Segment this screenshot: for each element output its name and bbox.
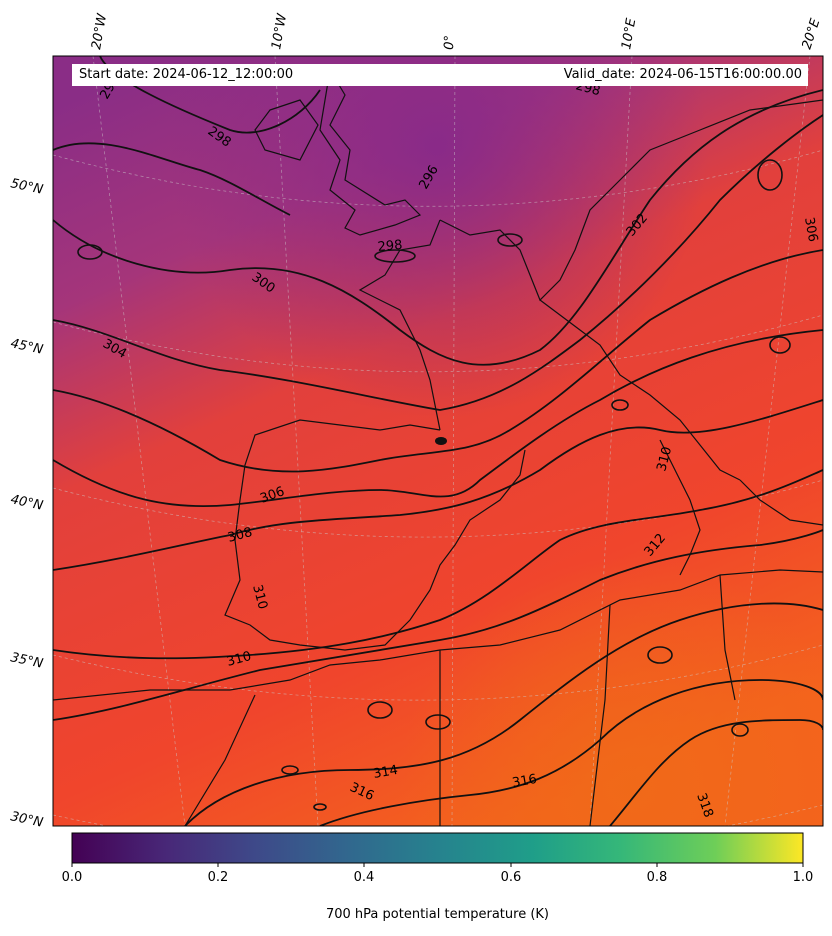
map-frame	[52, 55, 824, 827]
colorbar-ticks	[71, 863, 804, 867]
lat-label-40n: 40°N	[9, 492, 44, 514]
valid-date-label: Valid_date: 2024-06-15T16:00:00.00	[502, 64, 808, 86]
lon-label-20w: 20°W	[89, 12, 110, 51]
latitude-labels: 50°N 45°N 40°N 35°N 30°N	[9, 176, 44, 831]
contour-dot	[435, 437, 447, 445]
contour-label-310-c: 310	[654, 445, 675, 473]
colorbar-tick-label: 0.6	[500, 870, 522, 885]
lat-label-35n: 35°N	[9, 650, 44, 672]
start-date-label: Start date: 2024-06-12_12:00:00	[72, 64, 509, 86]
isentrope-contours	[53, 56, 823, 826]
colorbar-tick-label: 0.8	[646, 870, 668, 885]
longitude-labels: 20°W 10°W 0° 10°E 20°E	[89, 12, 824, 52]
contour-label-310-b: 310	[225, 649, 253, 670]
contour-label-316-b: 316	[511, 772, 538, 791]
colorbar-tick-label: 1.0	[792, 870, 814, 885]
colorbar-label: 700 hPa potential temperature (K)	[325, 907, 549, 922]
lon-label-20e: 20°E	[800, 16, 824, 51]
contour-blobs	[77, 159, 791, 811]
lon-label-10e: 10°E	[619, 17, 639, 51]
colorbar	[71, 832, 804, 864]
lon-label-0: 0°	[442, 35, 458, 50]
lon-label-10w: 10°W	[269, 12, 290, 51]
lat-label-50n: 50°N	[9, 176, 44, 198]
contour-label-314: 314	[372, 763, 399, 782]
lat-label-45n: 45°N	[9, 336, 44, 358]
contour-label-306-b: 306	[801, 216, 820, 243]
contour-label-298-d: 298	[377, 238, 403, 255]
contour-label-308: 308	[226, 525, 254, 546]
contour-label-310-a: 310	[249, 583, 270, 611]
lat-label-30n: 30°N	[9, 809, 44, 831]
coastlines	[53, 68, 823, 826]
map-area[interactable]: 298 298 298 296 298 300 302 304 306 306 …	[53, 56, 823, 855]
colorbar-tick-label: 0.0	[61, 870, 83, 885]
colorbar-tick-label: 0.4	[353, 870, 375, 885]
colorbar-tick-label: 0.2	[207, 870, 229, 885]
